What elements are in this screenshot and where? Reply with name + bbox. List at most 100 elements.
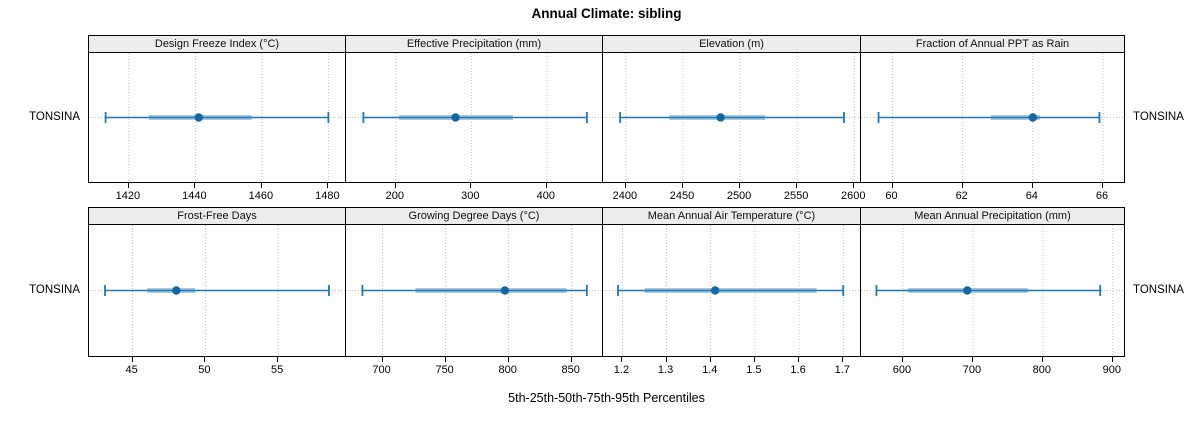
row-label-left-bottom: TONSINA bbox=[29, 284, 80, 296]
axis-tick-label: 600 bbox=[892, 364, 912, 376]
axis-tick bbox=[853, 183, 855, 188]
axis-tick bbox=[381, 357, 383, 362]
panel-canvas bbox=[89, 53, 345, 182]
panel-elevation: Elevation (m) 2400 2450 2500 2550 2600 bbox=[602, 35, 866, 207]
panel-canvas bbox=[346, 53, 602, 182]
median-dot bbox=[716, 113, 725, 122]
axis-tick bbox=[753, 357, 755, 362]
axis-tick bbox=[204, 357, 206, 362]
axis-tick-label: 700 bbox=[372, 364, 391, 376]
axis-tick bbox=[1111, 357, 1113, 362]
axis-tick-label: 750 bbox=[435, 364, 454, 376]
axis-tick-label: 1.3 bbox=[657, 364, 674, 376]
axis-tick-label: 1.2 bbox=[613, 364, 630, 376]
panel-plot-area bbox=[345, 225, 603, 357]
panel-plot-area bbox=[602, 53, 861, 183]
axis-tick-label: 62 bbox=[955, 190, 968, 202]
panel-mean-annual-precipitation: Mean Annual Precipitation (mm) 600 700 800… bbox=[860, 207, 1125, 381]
panel-title: Growing Degree Days (°C) bbox=[408, 210, 540, 222]
axis-tick-label: 1.7 bbox=[834, 364, 850, 376]
axis-tick bbox=[796, 183, 798, 188]
axis-tick bbox=[194, 183, 196, 188]
axis-tick-label: 50 bbox=[198, 364, 211, 376]
panel-plot-area bbox=[602, 225, 861, 357]
panel-title: Fraction of Annual PPT as Rain bbox=[915, 38, 1070, 50]
row-label-right-bottom: TONSINA bbox=[1133, 284, 1184, 296]
panel-design-freeze-index: Design Freeze Index (°C) 1420 1440 1460 148… bbox=[88, 35, 346, 207]
axis-tick bbox=[260, 183, 262, 188]
panel-plot-area bbox=[88, 225, 346, 357]
panel-title: Mean Annual Precipitation (mm) bbox=[914, 210, 1071, 222]
axis-tick bbox=[1031, 183, 1033, 188]
axis-tick bbox=[545, 183, 547, 188]
panel-plot-area bbox=[345, 53, 603, 183]
axis-tick bbox=[798, 357, 800, 362]
panel-strip: Effective Precipitation (mm) bbox=[345, 35, 603, 53]
median-dot bbox=[172, 286, 181, 295]
panel-fraction-annual-ppt-rain: Fraction of Annual PPT as Rain 60 62 64 66 bbox=[860, 35, 1125, 207]
panel-title: Frost-Free Days bbox=[177, 210, 257, 222]
axis-tick bbox=[681, 183, 683, 188]
axis-tick-label: 1440 bbox=[182, 190, 207, 202]
panel-x-axis: 700 750 800 850 bbox=[345, 357, 603, 381]
panel-canvas bbox=[603, 225, 860, 356]
panel-canvas bbox=[346, 225, 602, 356]
row-label-right-top: TONSINA bbox=[1133, 111, 1184, 123]
axis-tick-label: 2400 bbox=[612, 190, 638, 202]
axis-tick-label: 1.4 bbox=[702, 364, 718, 376]
panel-plot-area bbox=[860, 53, 1125, 183]
axis-tick-label: 66 bbox=[1095, 190, 1109, 202]
axis-tick bbox=[1041, 357, 1043, 362]
chart-title: Annual Climate: sibling bbox=[531, 6, 682, 21]
axis-tick-label: 900 bbox=[1102, 364, 1121, 376]
axis-tick bbox=[961, 183, 963, 188]
panel-strip: Growing Degree Days (°C) bbox=[345, 207, 603, 225]
axis-tick bbox=[394, 183, 396, 188]
panel-canvas bbox=[861, 53, 1124, 182]
panel-plot-area bbox=[88, 53, 346, 183]
axis-tick bbox=[665, 357, 667, 362]
panel-frost-free-days: Frost-Free Days 45 50 55 bbox=[88, 207, 346, 381]
panel-title: Mean Annual Air Temperature (°C) bbox=[647, 210, 816, 222]
axis-tick bbox=[327, 183, 329, 188]
axis-tick bbox=[127, 183, 129, 188]
panel-x-axis: 1420 1440 1460 1480 bbox=[88, 183, 346, 207]
axis-tick bbox=[444, 357, 446, 362]
panel-canvas bbox=[89, 225, 345, 356]
axis-tick-label: 1.5 bbox=[746, 364, 762, 376]
panel-mean-annual-air-temperature: Mean Annual Air Temperature (°C) 1.2 1.3 1… bbox=[602, 207, 861, 381]
axis-tick-label: 400 bbox=[536, 190, 556, 202]
panel-plot-area bbox=[860, 225, 1125, 357]
median-dot bbox=[1028, 113, 1038, 122]
axis-tick-label: 1480 bbox=[315, 190, 340, 202]
median-dot bbox=[194, 113, 203, 122]
panel-strip: Mean Annual Air Temperature (°C) bbox=[602, 207, 861, 225]
axis-tick bbox=[131, 357, 133, 362]
axis-tick-label: 55 bbox=[270, 364, 284, 376]
axis-tick bbox=[709, 357, 711, 362]
axis-tick-label: 45 bbox=[125, 364, 138, 376]
panel-canvas bbox=[603, 53, 860, 182]
panel-strip: Frost-Free Days bbox=[88, 207, 346, 225]
axis-tick-label: 64 bbox=[1025, 190, 1038, 202]
axis-tick bbox=[470, 183, 472, 188]
axis-tick-label: 1.6 bbox=[790, 364, 806, 376]
axis-tick bbox=[842, 357, 844, 362]
axis-tick-label: 1460 bbox=[248, 190, 274, 202]
panel-x-axis: 60 62 64 66 bbox=[860, 183, 1125, 207]
panel-strip: Design Freeze Index (°C) bbox=[88, 35, 346, 53]
axis-tick bbox=[570, 357, 572, 362]
axis-tick-label: 60 bbox=[885, 190, 898, 202]
axis-tick-label: 2450 bbox=[669, 190, 695, 202]
panel-title: Effective Precipitation (mm) bbox=[406, 38, 542, 50]
panel-strip: Fraction of Annual PPT as Rain bbox=[860, 35, 1125, 53]
panel-x-axis: 1.2 1.3 1.4 1.5 1.6 1.7 bbox=[602, 357, 861, 381]
panel-growing-degree-days: Growing Degree Days (°C) 700 750 800 850 bbox=[345, 207, 603, 381]
panel-title: Design Freeze Index (°C) bbox=[154, 38, 280, 50]
panel-effective-precipitation: Effective Precipitation (mm) 200 300 400 bbox=[345, 35, 603, 207]
axis-tick bbox=[739, 183, 741, 188]
axis-tick-label: 850 bbox=[561, 364, 580, 376]
axis-tick bbox=[621, 357, 623, 362]
row-label-left-top: TONSINA bbox=[29, 111, 80, 123]
